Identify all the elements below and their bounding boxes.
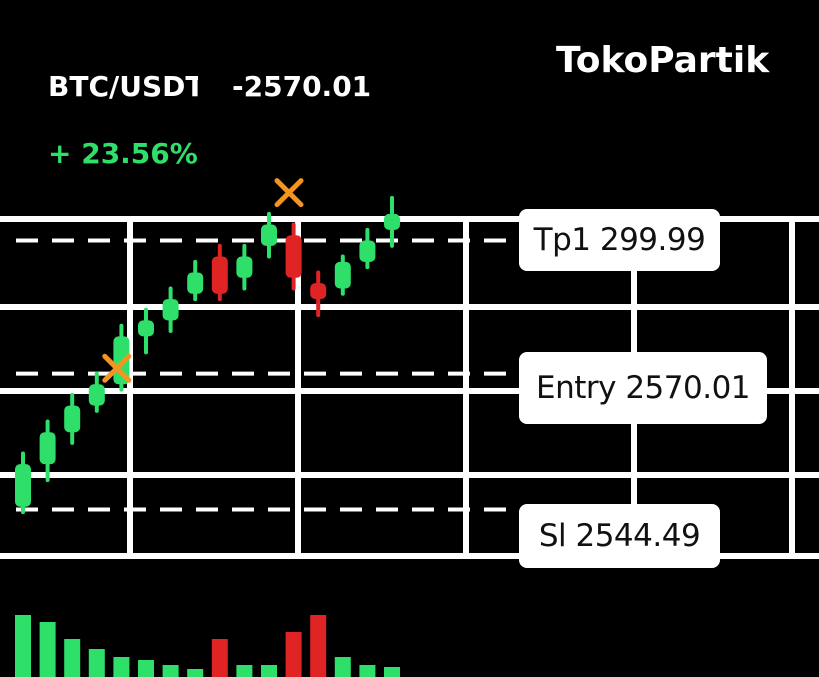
volume-bar	[310, 615, 327, 677]
marker-stroke	[102, 353, 132, 383]
trade-marker-icon	[274, 178, 304, 208]
entry-level-label: Entry 2570.01	[519, 352, 767, 424]
pair-label: BTC/USDT	[48, 70, 198, 103]
trade-marker-icon	[102, 353, 132, 383]
candle-body	[64, 405, 81, 433]
volume-bar	[138, 660, 154, 677]
change-label: + 23.56%	[48, 137, 198, 170]
candle-body	[285, 235, 302, 278]
candle-body	[236, 256, 253, 278]
volume-bar	[162, 665, 179, 677]
candle-body	[39, 432, 56, 465]
volume-bar	[187, 669, 204, 677]
tp-level-label: Tp1 299.99	[519, 209, 720, 271]
volume-bar	[384, 667, 400, 677]
volume-bar	[334, 657, 351, 677]
volume-bar	[15, 615, 31, 677]
volume-bar	[359, 665, 376, 677]
volume-bar	[261, 665, 277, 677]
marker-stroke	[274, 178, 304, 208]
candle-body	[15, 464, 31, 507]
candle-body	[384, 213, 400, 230]
grid	[0, 216, 819, 559]
candle-body	[310, 283, 327, 300]
candle-body	[359, 240, 376, 262]
candle-body	[334, 261, 351, 289]
volume-bar	[113, 657, 130, 677]
volume-bar	[64, 639, 81, 677]
trade-markers	[102, 178, 304, 383]
brand-logo: TokoPartik	[556, 40, 770, 81]
candles	[15, 195, 400, 515]
volume-bar	[39, 622, 56, 677]
candle-body	[138, 320, 154, 337]
volume-bar	[285, 632, 302, 677]
candle-body	[211, 256, 228, 294]
price-label: -2570.01	[232, 70, 372, 103]
candle-body	[88, 384, 105, 406]
candle-body	[187, 272, 204, 294]
sl-level-label: Sl 2544.49	[519, 504, 720, 568]
candle-body	[261, 224, 277, 246]
volume-bar	[211, 639, 228, 677]
candle-body	[162, 299, 179, 321]
volume-bar	[236, 665, 253, 677]
volume-bars	[15, 615, 400, 677]
volume-bar	[88, 649, 105, 677]
